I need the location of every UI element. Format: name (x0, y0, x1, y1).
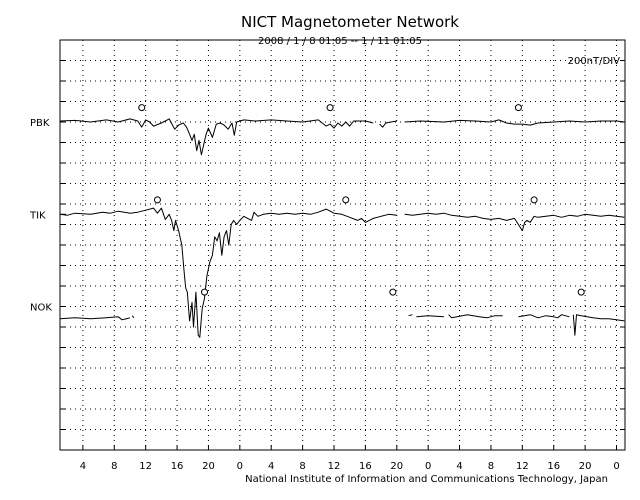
trace-nok (448, 314, 503, 319)
x-tick-label: 20 (202, 461, 215, 472)
midnight-marker (342, 196, 350, 204)
station-labels: PBK TIK NOK (29, 118, 66, 314)
midnight-marker (201, 288, 209, 296)
grid (60, 40, 625, 450)
midnight-marker (530, 196, 538, 204)
trace-nok (131, 315, 135, 319)
x-tick-label: 16 (171, 461, 184, 472)
midnight-marker (326, 104, 334, 112)
x-tick-label: 0 (237, 461, 243, 472)
trace-nok (416, 315, 444, 318)
x-tick-label: 8 (488, 461, 494, 472)
trace-pbk (379, 120, 397, 128)
x-tick-label: 20 (390, 461, 403, 472)
x-tick-label: 16 (359, 461, 372, 472)
x-tick-label: 16 (547, 461, 560, 472)
midnight-marker (577, 288, 585, 296)
x-tick-label: 0 (613, 461, 619, 472)
midnight-markers (138, 104, 585, 296)
trace-nok (60, 316, 131, 321)
midnight-marker (389, 288, 397, 296)
x-tick-label: 4 (268, 461, 274, 472)
station-traces (60, 118, 625, 338)
x-tick-label: 8 (299, 461, 305, 472)
station-label-tik: TIK (29, 210, 46, 221)
trace-tik (60, 207, 397, 338)
x-tick-label: 4 (80, 461, 86, 472)
trace-nok (518, 314, 570, 319)
x-tick-label: 8 (111, 461, 117, 472)
midnight-marker (138, 104, 146, 112)
midnight-marker (514, 104, 522, 112)
trace-tik (404, 212, 625, 232)
x-tick-label: 12 (328, 461, 341, 472)
x-tick-label: 12 (516, 461, 529, 472)
x-tick-label: 4 (456, 461, 462, 472)
x-tick-labels: 4 8 12 16 20 0 4 8 12 16 20 0 4 8 12 16 20 0 (80, 445, 620, 472)
trace-nok (572, 314, 625, 336)
station-label-pbk: PBK (30, 118, 50, 129)
footer-credit: National Institute of Information and Co… (245, 474, 608, 485)
midnight-marker (153, 196, 161, 204)
station-label-nok: NOK (30, 303, 52, 314)
trace-pbk (404, 119, 625, 126)
trace-nok (408, 314, 413, 317)
x-tick-label: 20 (579, 461, 592, 472)
x-tick-label: 0 (425, 461, 431, 472)
scale-label: 200nT/DIV (568, 56, 621, 67)
chart-subtitle: 2008 / 1 / 8 01:05 -- 1 / 11 01:05 (258, 36, 422, 47)
x-tick-label: 12 (139, 461, 152, 472)
trace-pbk (60, 118, 374, 156)
chart-title: NICT Magnetometer Network (241, 13, 459, 31)
